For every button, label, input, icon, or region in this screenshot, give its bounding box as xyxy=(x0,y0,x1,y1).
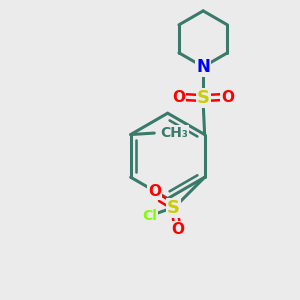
Text: N: N xyxy=(196,58,210,76)
Text: Cl: Cl xyxy=(142,208,157,223)
Text: O: O xyxy=(221,90,234,105)
Text: S: S xyxy=(167,199,180,217)
Text: O: O xyxy=(172,222,184,237)
Text: O: O xyxy=(172,90,185,105)
Text: S: S xyxy=(197,89,210,107)
Text: CH₃: CH₃ xyxy=(160,126,188,140)
Text: O: O xyxy=(148,184,161,200)
